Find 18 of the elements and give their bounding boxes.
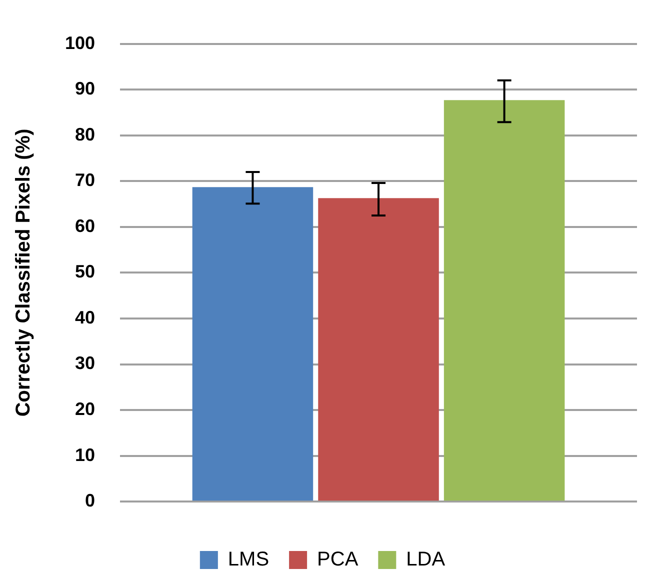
y-tick-label: 50 — [75, 262, 96, 282]
y-tick-label: 0 — [85, 490, 96, 511]
y-tick-label: 40 — [75, 307, 96, 328]
y-tick-label: 100 — [64, 32, 96, 53]
y-tick-label: 60 — [75, 216, 96, 236]
legend-label: PCA — [317, 548, 359, 571]
y-tick-label: 10 — [75, 444, 96, 465]
y-tick-label: 90 — [75, 78, 96, 99]
bar — [318, 198, 439, 501]
y-axis-title: Correctly Classified Pixels (%) — [12, 128, 35, 417]
legend-label: LDA — [406, 548, 446, 571]
y-tick-label: 20 — [75, 399, 96, 420]
bar — [192, 187, 314, 501]
legend-label: LMS — [228, 548, 270, 571]
y-tick-label: 70 — [75, 170, 96, 190]
y-tick-label: 80 — [75, 124, 96, 144]
y-tick-label: 30 — [75, 353, 96, 374]
bar — [444, 100, 565, 501]
